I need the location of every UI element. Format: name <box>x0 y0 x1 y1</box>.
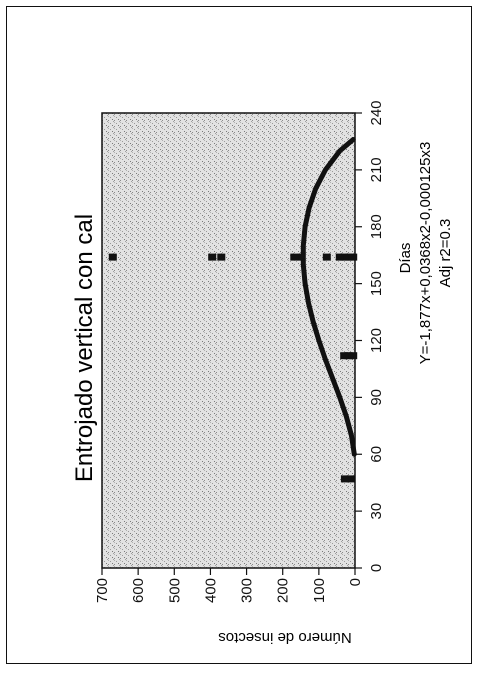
x-tick-label: 30 <box>368 503 385 520</box>
y-tick-label: 100 <box>311 578 328 603</box>
x-tick-label: 90 <box>368 389 385 406</box>
x-tick-label: 210 <box>368 157 385 182</box>
x-tick-label: 180 <box>368 214 385 239</box>
y-axis-label: Número de insectos <box>218 629 351 646</box>
fit-curve-layer <box>300 137 357 457</box>
data-point <box>340 475 349 483</box>
y-tick-label: 0 <box>347 578 364 586</box>
data-point <box>208 253 217 261</box>
data-point <box>335 253 344 261</box>
x-axis: 0 30 60 90 120 150 180 210 240 <box>355 100 385 572</box>
data-point <box>322 253 331 261</box>
data-point <box>340 352 349 360</box>
y-tick-label: 400 <box>202 578 219 603</box>
y-tick-label: 500 <box>166 578 183 603</box>
x-axis-label: Días <box>397 243 414 274</box>
y-tick-label: 300 <box>239 578 256 603</box>
x-tick-label: 120 <box>368 328 385 353</box>
chart-title: Entrojado vertical con cal <box>71 214 98 482</box>
x-tick-label: 60 <box>368 446 385 463</box>
fit-curve-line <box>300 137 357 457</box>
data-point <box>290 253 299 261</box>
adjusted-r2-label: Adj r2=0.3 <box>437 219 454 288</box>
data-point <box>297 253 306 261</box>
y-tick-label: 200 <box>275 578 292 603</box>
data-points-layer <box>108 253 358 483</box>
y-tick-label: 700 <box>94 578 111 603</box>
regression-equation: Y=-1,877x+0,0368x2-0,000125x3 <box>417 142 434 365</box>
y-tick-label: 600 <box>130 578 147 603</box>
data-point <box>217 253 226 261</box>
data-point <box>108 253 117 261</box>
x-tick-label: 0 <box>368 564 385 572</box>
x-tick-label: 150 <box>368 271 385 296</box>
x-tick-label: 240 <box>368 100 385 125</box>
y-axis: 0 100 200 300 400 500 600 700 <box>94 568 364 603</box>
